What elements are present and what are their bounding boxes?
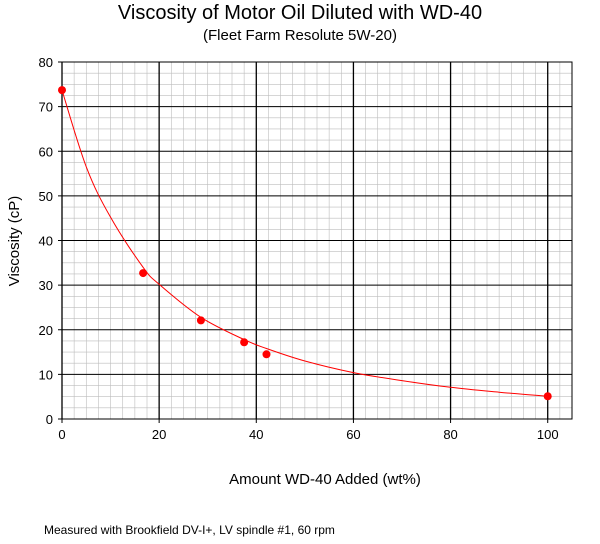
x-tick-label: 80 xyxy=(443,427,457,442)
x-tick-label: 40 xyxy=(249,427,263,442)
footnote: Measured with Brookfield DV-I+, LV spind… xyxy=(44,523,335,537)
fit-curve xyxy=(61,89,548,397)
y-axis-label: Viscosity (cP) xyxy=(6,196,23,287)
data-point xyxy=(139,269,148,278)
y-tick-label: 0 xyxy=(46,412,53,427)
chart-subtitle: (Fleet Farm Resolute 5W-20) xyxy=(203,27,397,44)
y-tick-label: 40 xyxy=(39,234,53,249)
x-axis: 0 20 40 60 80 100 xyxy=(58,419,559,442)
y-tick-label: 30 xyxy=(39,278,53,293)
x-tick-label: 20 xyxy=(152,427,166,442)
data-point xyxy=(543,392,552,401)
x-tick-label: 100 xyxy=(537,427,559,442)
y-tick-label: 70 xyxy=(39,100,53,115)
x-axis-label: Amount WD-40 Added (wt%) xyxy=(229,471,421,488)
y-tick-label: 50 xyxy=(39,189,53,204)
data-point xyxy=(240,338,249,347)
data-point xyxy=(262,350,271,359)
y-tick-label: 80 xyxy=(39,55,53,70)
y-tick-label: 10 xyxy=(39,367,53,382)
y-tick-label: 20 xyxy=(39,323,53,338)
y-tick-label: 60 xyxy=(39,144,53,159)
y-axis: 0 10 20 30 40 50 60 70 80 xyxy=(39,55,62,427)
data-point xyxy=(196,316,205,325)
x-tick-label: 60 xyxy=(346,427,360,442)
data-points xyxy=(58,86,552,401)
chart-title: Viscosity of Motor Oil Diluted with WD-4… xyxy=(117,2,483,24)
data-point xyxy=(58,86,66,95)
x-tick-label: 0 xyxy=(58,427,65,442)
